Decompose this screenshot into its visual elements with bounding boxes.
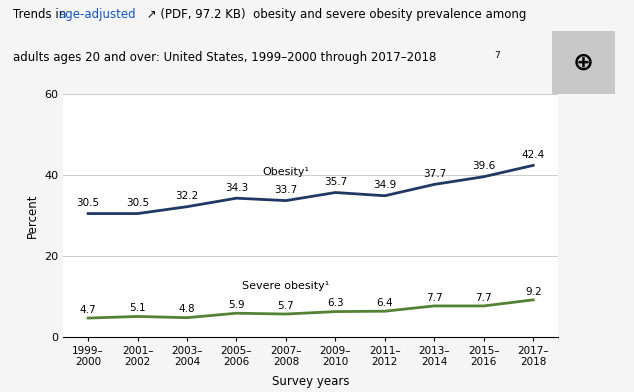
- Text: 5.9: 5.9: [228, 300, 245, 310]
- Text: 32.2: 32.2: [176, 191, 198, 201]
- X-axis label: Survey years: Survey years: [272, 375, 349, 388]
- Text: 34.3: 34.3: [225, 183, 248, 193]
- Text: Trends in: Trends in: [13, 8, 70, 21]
- Text: 30.5: 30.5: [126, 198, 149, 208]
- Text: 5.7: 5.7: [278, 301, 294, 311]
- Text: ⊕: ⊕: [573, 51, 594, 75]
- Text: 5.1: 5.1: [129, 303, 146, 313]
- Y-axis label: Percent: Percent: [26, 193, 39, 238]
- Text: 33.7: 33.7: [275, 185, 297, 195]
- Text: 4.7: 4.7: [80, 305, 96, 315]
- Text: 37.7: 37.7: [423, 169, 446, 179]
- Text: age-adjusted: age-adjusted: [58, 8, 136, 21]
- Text: 4.8: 4.8: [179, 305, 195, 314]
- Text: 7: 7: [495, 51, 500, 60]
- Text: 35.7: 35.7: [324, 177, 347, 187]
- Text: 30.5: 30.5: [77, 198, 100, 208]
- Text: adults ages 20 and over: United States, 1999–2000 through 2017–2018: adults ages 20 and over: United States, …: [13, 51, 436, 64]
- Text: 42.4: 42.4: [522, 150, 545, 160]
- Text: Severe obesity¹: Severe obesity¹: [242, 281, 330, 290]
- Text: 7.7: 7.7: [426, 293, 443, 303]
- Text: 34.9: 34.9: [373, 180, 396, 191]
- Text: 6.3: 6.3: [327, 298, 344, 309]
- Text: 9.2: 9.2: [525, 287, 541, 297]
- Text: ↗ (PDF, 97.2 KB)  obesity and severe obesity prevalence among: ↗ (PDF, 97.2 KB) obesity and severe obes…: [143, 8, 526, 21]
- Text: 6.4: 6.4: [377, 298, 393, 308]
- Text: 39.6: 39.6: [472, 162, 495, 171]
- Text: 7.7: 7.7: [476, 293, 492, 303]
- Text: Obesity¹: Obesity¹: [262, 167, 309, 177]
